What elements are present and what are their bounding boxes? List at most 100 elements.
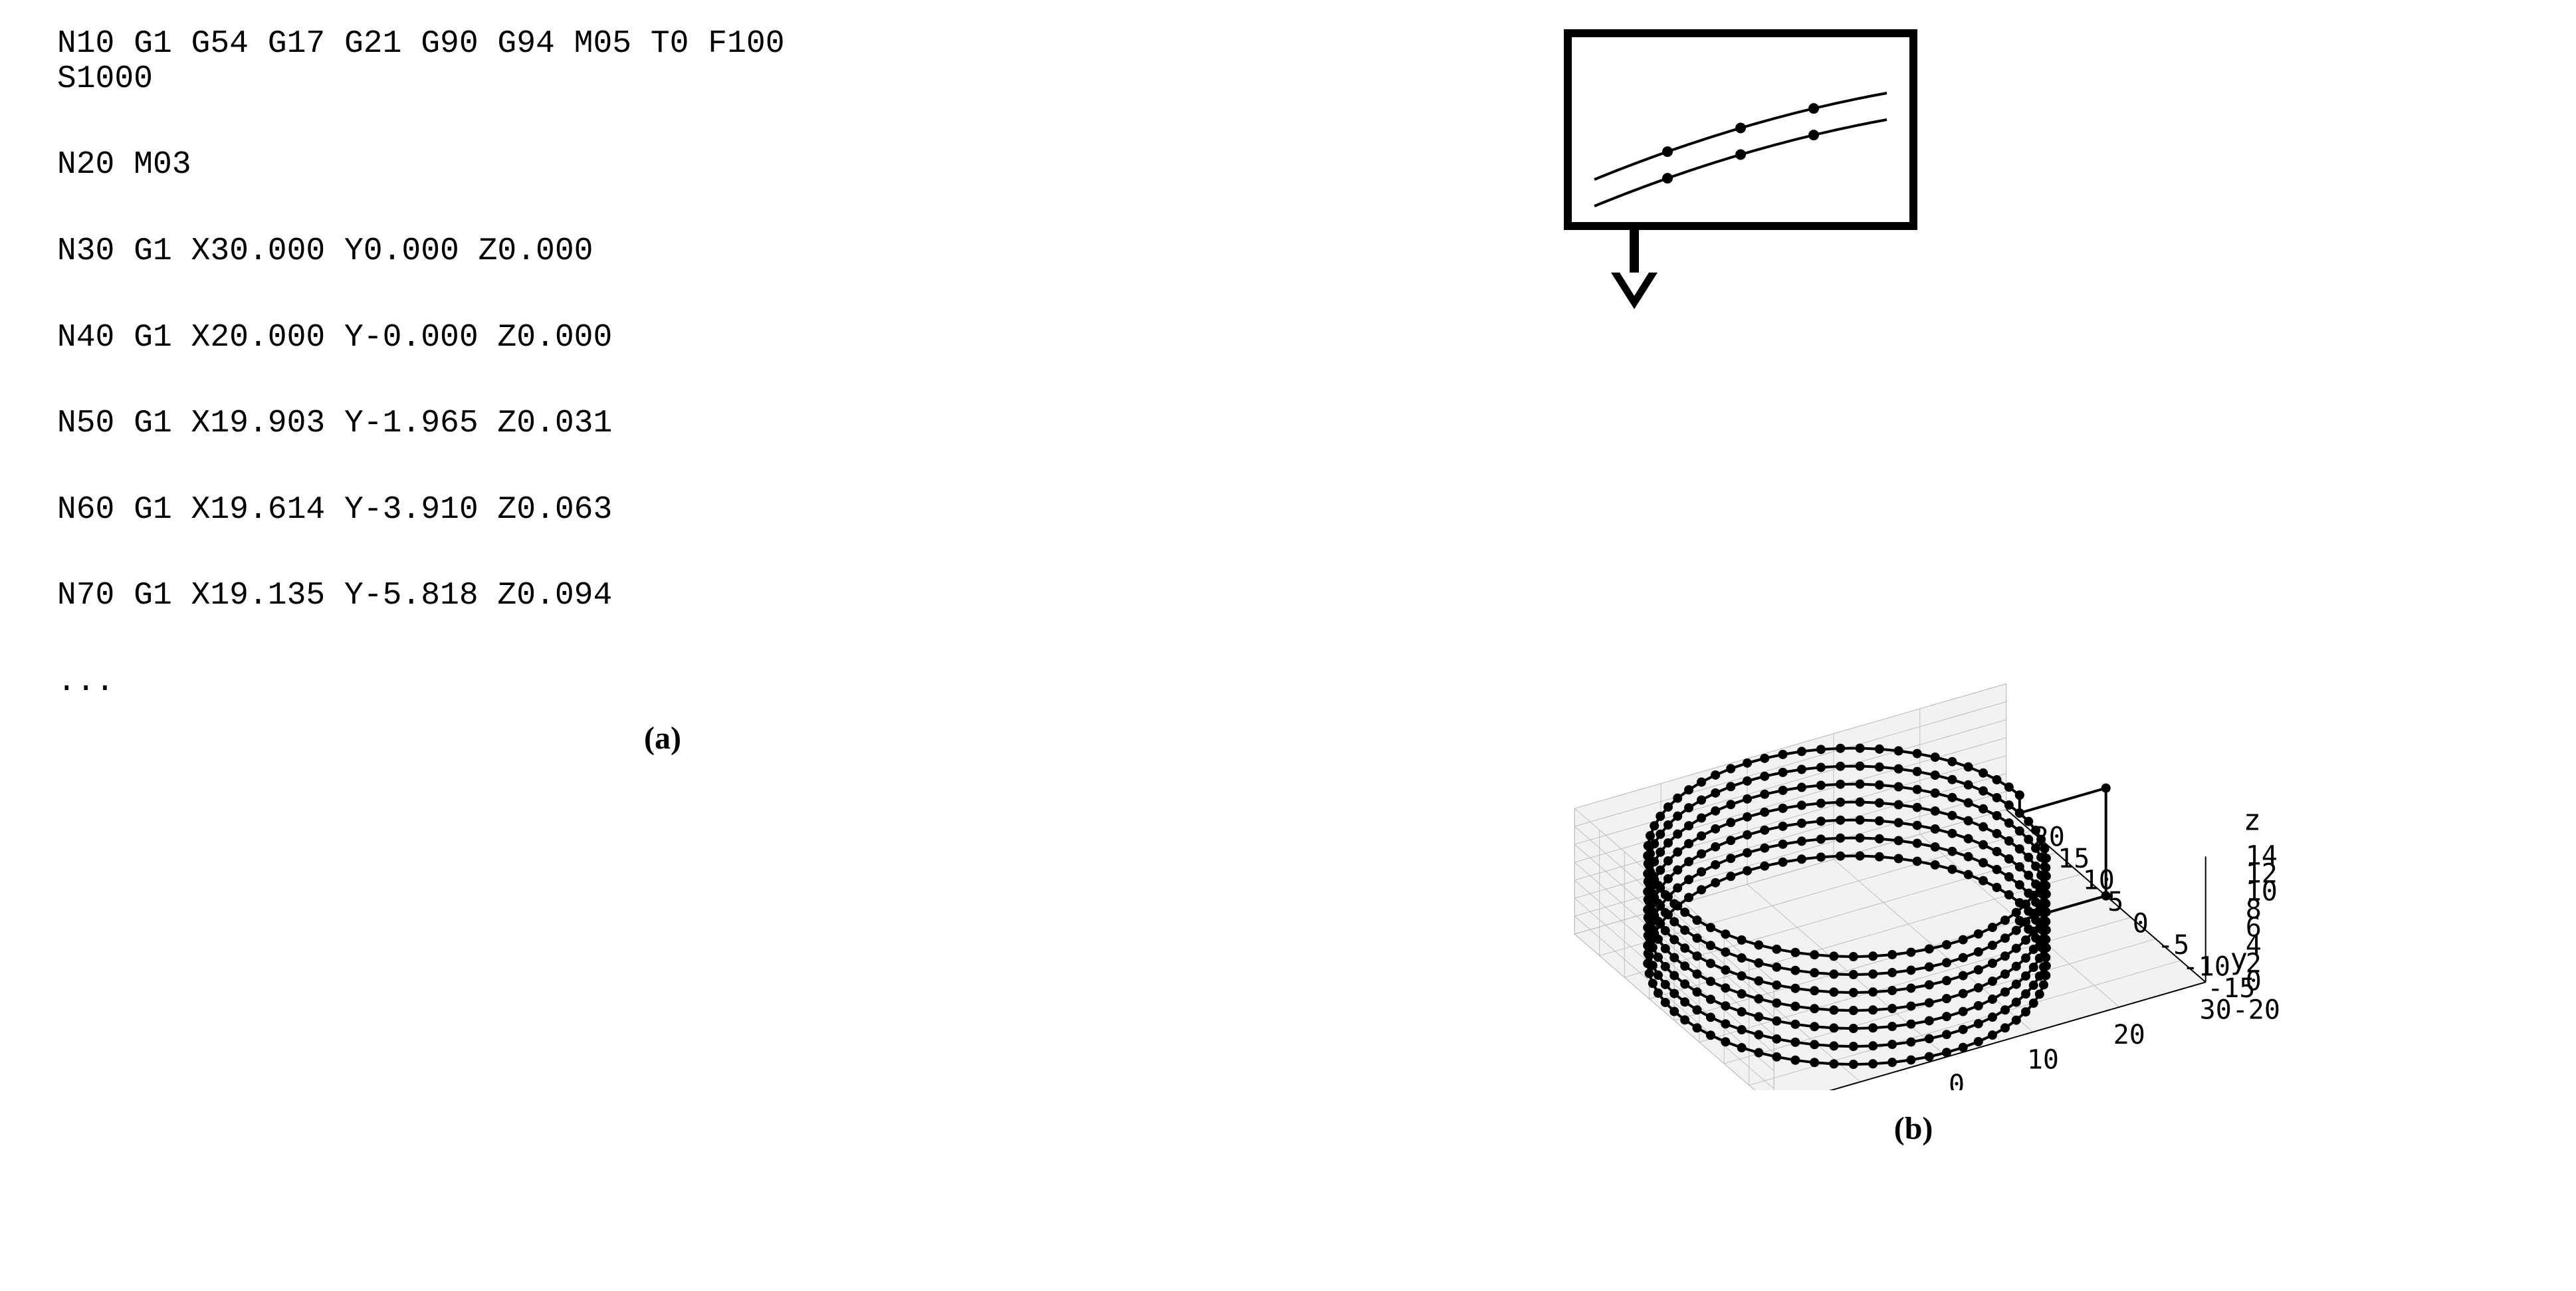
- marker-dot: [2015, 844, 2024, 854]
- marker-dot: [1661, 980, 1670, 989]
- code-line: N30 G1 X30.000 Y0.000 Z0.000: [57, 234, 1268, 269]
- y-axis-label: y: [2230, 943, 2248, 977]
- marker-dot: [1772, 1034, 1781, 1044]
- marker-dot: [1959, 1043, 1968, 1052]
- marker-dot: [1974, 1037, 1983, 1046]
- marker-dot: [1894, 782, 1903, 791]
- marker-dot: [1772, 981, 1781, 990]
- marker-dot: [1760, 790, 1769, 799]
- marker-dot: [1856, 762, 1865, 771]
- marker-dot: [1648, 979, 1658, 988]
- marker-dot: [1894, 818, 1903, 827]
- marker-dot: [1754, 1030, 1763, 1040]
- marker-dot: [1760, 772, 1769, 781]
- marker-dot: [2035, 971, 2044, 981]
- marker-dot: [1673, 866, 1682, 875]
- marker-dot: [1906, 1019, 1915, 1028]
- marker-dot: [1979, 876, 1988, 885]
- marker-dot: [2029, 891, 2038, 900]
- marker-dot: [1706, 1012, 1715, 1022]
- marker-dot: [1754, 995, 1763, 1004]
- marker-dot: [1656, 812, 1665, 821]
- marker-dot: [1760, 844, 1769, 853]
- marker-dot: [1875, 763, 1884, 772]
- marker-dot: [2042, 854, 2051, 863]
- marker-dot: [1669, 953, 1679, 963]
- marker-dot: [1737, 971, 1747, 981]
- marker-dot: [1778, 750, 1788, 759]
- marker-dot: [1778, 822, 1788, 831]
- marker-dot: [2101, 891, 2111, 901]
- marker-dot: [1875, 852, 1884, 862]
- marker-dot: [2021, 917, 2030, 927]
- marker-dot: [1836, 798, 1845, 807]
- marker-dot: [1947, 847, 1957, 856]
- marker-dot: [1692, 969, 1701, 979]
- marker-dot: [1760, 808, 1769, 817]
- code-line: ...: [57, 665, 1268, 700]
- code-blank-line: [57, 355, 1268, 406]
- marker-dot: [1797, 854, 1806, 864]
- marker-dot: [1856, 744, 1865, 753]
- marker-dot: [1737, 1043, 1747, 1052]
- marker-dot: [2012, 926, 2021, 935]
- marker-dot: [1684, 857, 1693, 866]
- marker-dot: [1988, 977, 1997, 986]
- marker-dot: [2015, 862, 2024, 872]
- marker-dot: [1664, 838, 1673, 848]
- marker-dot: [2039, 890, 2048, 899]
- marker-dot: [1664, 856, 1673, 866]
- marker-dot: [1925, 944, 1934, 953]
- marker-dot: [1979, 822, 1988, 832]
- marker-dot: [2040, 844, 2049, 854]
- inset-dot: [1735, 123, 1746, 134]
- marker-dot: [1778, 804, 1788, 813]
- marker-dot: [2012, 998, 2021, 1007]
- marker-dot: [1887, 1040, 1897, 1049]
- marker-dot: [1925, 980, 1934, 989]
- marker-dot: [2035, 899, 2044, 909]
- marker-dot: [1925, 962, 1934, 971]
- marker-dot: [1692, 915, 1701, 925]
- marker-dot: [1810, 950, 1819, 959]
- marker-dot: [1947, 793, 1957, 802]
- marker-dot: [1673, 848, 1682, 857]
- marker-dot: [1942, 976, 1951, 985]
- marker-dot: [2021, 899, 2030, 909]
- marker-dot: [2000, 933, 2010, 943]
- inset-dot: [1662, 146, 1673, 157]
- panel-a: N10 G1 G54 G17 G21 G90 G94 M05 T0 F100S1…: [57, 27, 1268, 757]
- marker-dot: [1894, 764, 1903, 773]
- marker-dot: [1654, 935, 1663, 944]
- marker-dot: [1711, 842, 1720, 852]
- marker-dot: [1680, 907, 1689, 917]
- marker-dot: [1692, 987, 1701, 997]
- marker-dot: [1856, 816, 1865, 825]
- marker-dot: [1964, 816, 1973, 826]
- x-tick-label: 10: [2027, 1044, 2059, 1075]
- marker-dot: [1645, 861, 1654, 870]
- marker-dot: [1906, 947, 1915, 957]
- marker-dot: [2024, 871, 2033, 880]
- marker-dot: [2024, 853, 2033, 862]
- marker-dot: [1829, 969, 1838, 979]
- marker-dot: [1654, 953, 1663, 962]
- marker-dot: [2004, 872, 2014, 881]
- marker-dot: [2035, 935, 2044, 945]
- marker-dot: [1816, 852, 1826, 862]
- marker-dot: [1648, 871, 1658, 880]
- marker-dot: [1721, 1019, 1730, 1028]
- marker-dot: [1964, 780, 1973, 790]
- marker-dot: [1648, 925, 1658, 934]
- marker-dot: [1988, 1012, 1997, 1022]
- marker-dot: [1797, 800, 1806, 810]
- marker-dot: [1959, 1007, 1968, 1016]
- marker-dot: [1706, 959, 1715, 968]
- marker-dot: [1790, 948, 1800, 957]
- marker-dot: [1661, 962, 1670, 971]
- marker-dot: [1778, 840, 1788, 849]
- marker-dot: [1697, 885, 1706, 894]
- marker-dot: [1947, 775, 1957, 784]
- marker-dot: [1959, 989, 1968, 998]
- marker-dot: [2031, 844, 2040, 853]
